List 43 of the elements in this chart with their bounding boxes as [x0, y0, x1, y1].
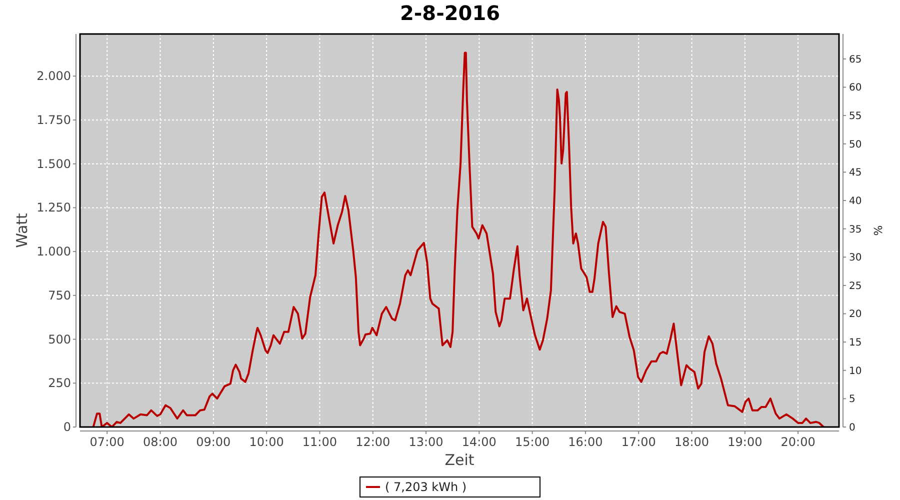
- y2-tick-label: 60: [849, 82, 862, 94]
- y2-tick-label: 45: [849, 168, 862, 179]
- y-tick-label: 2.000: [36, 69, 71, 84]
- y-axis-title: Watt: [13, 212, 31, 248]
- y2-tick-label: 20: [849, 309, 862, 320]
- x-tick-label: 11:00: [302, 435, 338, 449]
- y-tick-label: 1.250: [36, 200, 71, 215]
- x-tick-label: 14:00: [462, 435, 496, 449]
- y2-tick-label: 55: [849, 111, 862, 122]
- y2-axis-title: %: [871, 225, 884, 236]
- line-series: [92, 52, 825, 427]
- x-tick-label: 09:00: [196, 435, 231, 449]
- y2-tick-label: 40: [849, 196, 862, 207]
- y2-tick-label: 0: [849, 422, 856, 434]
- x-tick-label: 16:00: [568, 435, 603, 449]
- y-tick-label: 250: [48, 376, 71, 390]
- y2-tick-label: 5: [849, 394, 856, 406]
- x-tick-label: 19:00: [728, 435, 762, 449]
- y2-tick-label: 50: [849, 139, 862, 150]
- y2-tick-label: 35: [849, 224, 862, 236]
- y2-tick-label: 25: [849, 280, 862, 292]
- x-tick-label: 08:00: [142, 435, 178, 449]
- x-tick-label: 12:00: [356, 435, 390, 449]
- x-axis-title: Zeit: [444, 451, 474, 469]
- x-tick-label: 15:00: [515, 435, 550, 449]
- y-tick-label: 1.500: [36, 156, 71, 171]
- y-tick-label: 1.750: [36, 112, 71, 127]
- y2-tick-label: 15: [849, 338, 862, 349]
- x-tick-label: 10:00: [249, 435, 284, 449]
- y2-tick-label: 30: [849, 252, 862, 264]
- x-tick-label: 17:00: [621, 435, 656, 449]
- x-tick-label: 07:00: [90, 435, 124, 449]
- x-tick-label: 13:00: [408, 435, 444, 449]
- y-tick-label: 500: [48, 332, 71, 346]
- y-tick-label: 750: [48, 288, 71, 302]
- y-tick-label: 0: [63, 420, 71, 434]
- x-tick-label: 20:00: [780, 435, 816, 449]
- y2-tick-label: 65: [849, 54, 862, 66]
- y-tick-label: 1.000: [36, 244, 71, 259]
- legend-label: ( 7,203 kWh ): [385, 480, 467, 494]
- y2-tick-label: 10: [849, 366, 862, 377]
- x-tick-label: 18:00: [674, 435, 710, 449]
- chart-title: 2-8-2016: [400, 1, 500, 25]
